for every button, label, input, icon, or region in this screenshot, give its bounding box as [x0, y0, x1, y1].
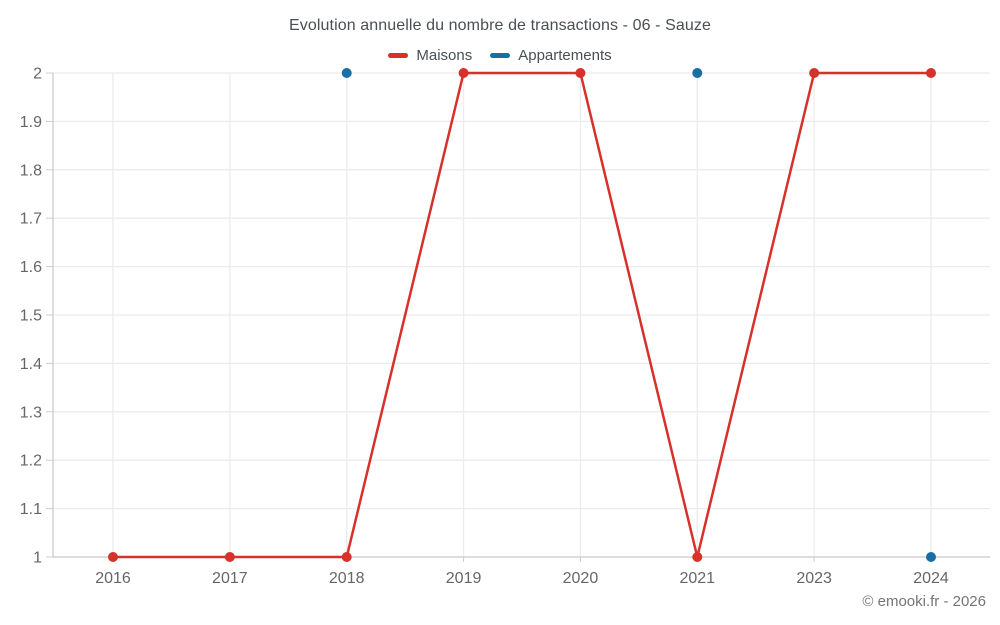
data-point-maisons-2016[interactable]: [108, 552, 118, 562]
x-tick-label: 2021: [679, 570, 715, 587]
y-tick-label: 1.6: [20, 259, 42, 276]
y-tick-label: 1.9: [20, 114, 42, 131]
y-tick-label: 1.8: [20, 162, 42, 179]
data-point-maisons-2018[interactable]: [341, 552, 352, 562]
y-tick-label: 1.4: [20, 356, 42, 373]
y-tick-label: 1.2: [20, 453, 42, 470]
legend-item-appartements[interactable]: Appartements: [490, 47, 612, 64]
data-point-maisons-2021[interactable]: [692, 552, 703, 562]
data-point-maisons-2023[interactable]: [809, 68, 820, 78]
y-tick-label: 1: [33, 550, 42, 567]
chart-legend: Maisons Appartements: [0, 47, 1000, 64]
y-tick-label: 2: [33, 66, 42, 83]
data-point-maisons-2020[interactable]: [575, 68, 586, 78]
series-line-maisons: [111, 71, 933, 559]
y-tick-label: 1.3: [20, 404, 42, 421]
x-tick-label: 2017: [212, 570, 248, 587]
legend-swatch-appartements: [490, 53, 511, 58]
x-tick-label: 2023: [796, 570, 832, 587]
legend-swatch-maisons: [388, 53, 409, 58]
x-tick-label: 2024: [913, 570, 949, 587]
data-point-appartements-2024[interactable]: [926, 552, 936, 562]
y-tick-label: 1.7: [20, 211, 42, 228]
legend-label-maisons: Maisons: [416, 47, 473, 64]
x-tick-label: 2020: [563, 570, 599, 587]
x-tick-label: 2016: [95, 570, 131, 587]
copyright-footer: © emooki.fr - 2026: [862, 593, 986, 610]
legend-item-maisons[interactable]: Maisons: [388, 47, 472, 64]
data-point-maisons-2019[interactable]: [458, 68, 469, 78]
data-point-appartements-2018[interactable]: [341, 68, 352, 78]
data-point-appartements-2021[interactable]: [692, 68, 703, 78]
chart-title: Evolution annuelle du nombre de transact…: [289, 17, 711, 34]
x-tick-label: 2018: [329, 570, 365, 587]
y-tick-label: 1.5: [20, 308, 42, 325]
legend-label-appartements: Appartements: [518, 47, 612, 64]
data-point-maisons-2024[interactable]: [926, 68, 936, 78]
x-tick-label: 2019: [446, 570, 482, 587]
data-point-maisons-2017[interactable]: [224, 552, 235, 562]
y-tick-label: 1.1: [20, 501, 42, 518]
